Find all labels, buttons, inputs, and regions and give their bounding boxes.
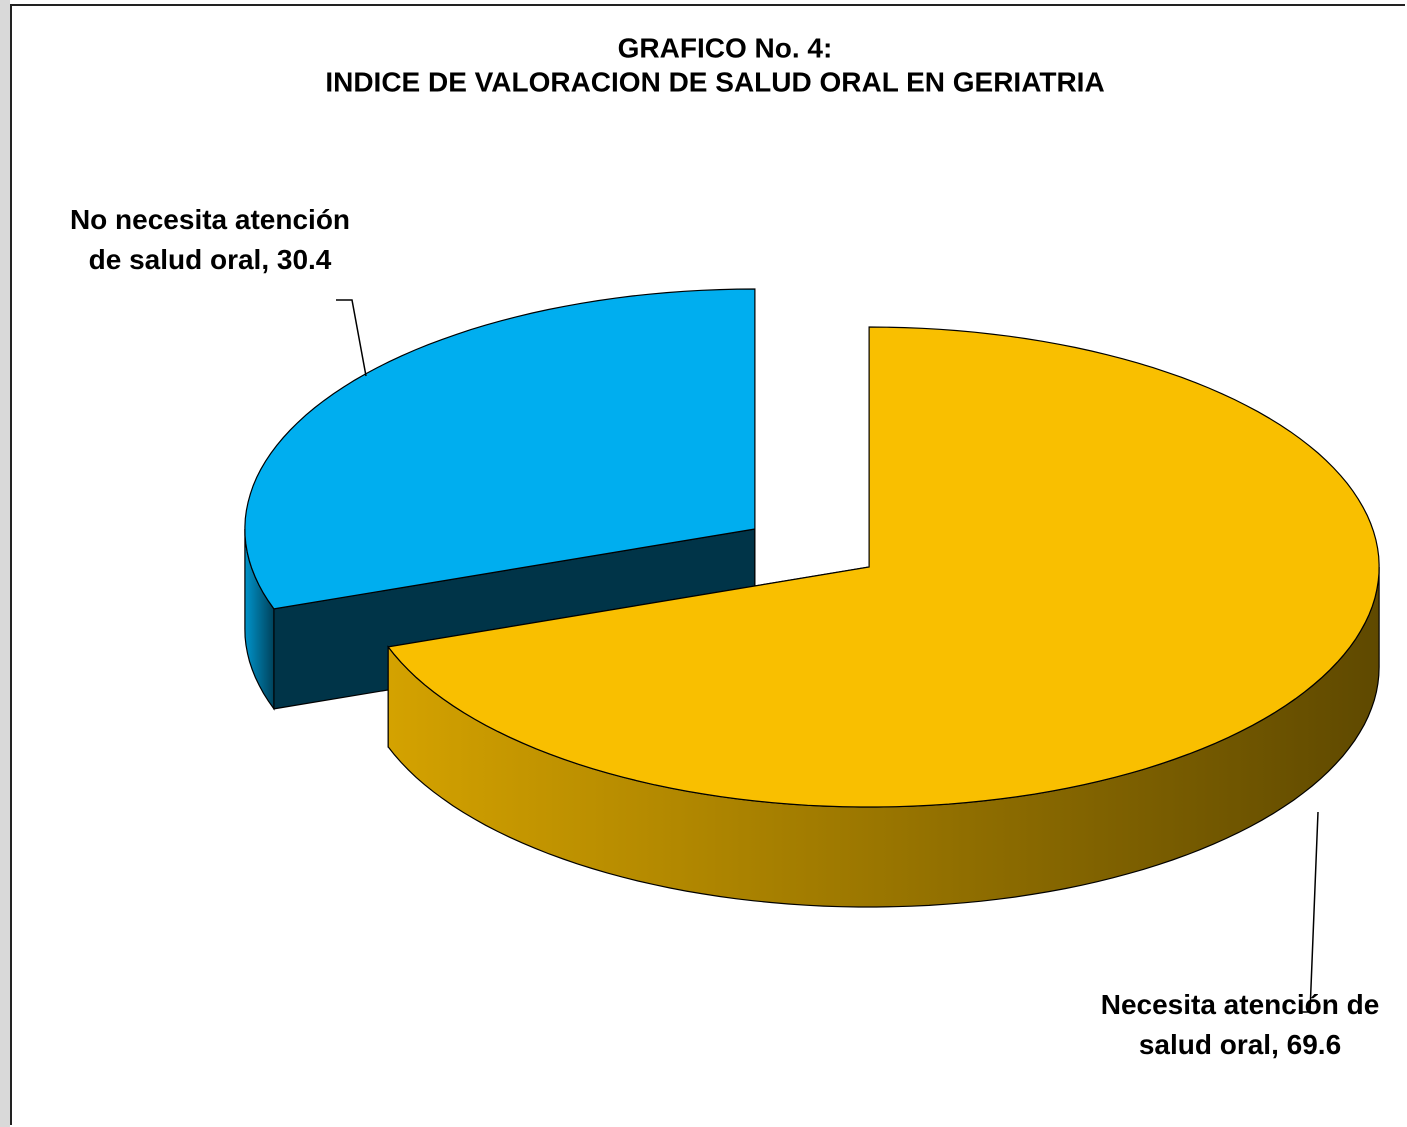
slice-top — [387, 326, 1380, 808]
slice-top — [244, 288, 756, 610]
leader-line — [1300, 811, 1319, 1013]
data-label: No necesita atención de salud oral, 30.4 — [69, 204, 351, 275]
chart-subtitle: INDICE DE VALORACION DE SALUD ORAL EN GE… — [325, 66, 1104, 97]
chart-frame — [10, 4, 1405, 1125]
chart-title: GRAFICO No. 4: — [618, 32, 833, 63]
data-label: Necesita atención de salud oral, 69.6 — [1100, 989, 1380, 1060]
pie-slice — [387, 326, 1380, 908]
leader-line — [336, 299, 367, 377]
side-strip — [0, 0, 10, 1127]
